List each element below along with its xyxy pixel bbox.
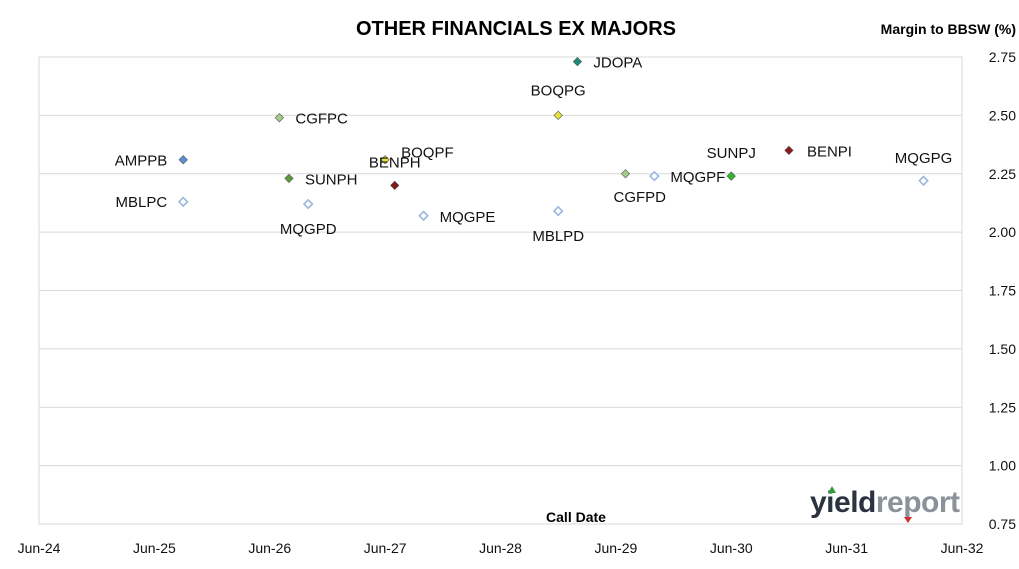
data-point-label: MBLPD bbox=[532, 228, 584, 245]
gridlines bbox=[39, 56, 962, 525]
data-point-boqpg bbox=[553, 110, 563, 120]
data-point-benpi bbox=[784, 145, 794, 156]
x-tick-label: Jun-28 bbox=[479, 540, 522, 556]
y-tick-label: 2.50 bbox=[989, 107, 1016, 123]
data-point-boqpf bbox=[380, 155, 390, 165]
data-point-mblpd bbox=[552, 205, 564, 217]
svg-text:yieldreport: yieldreport bbox=[810, 486, 960, 519]
data-point-amppb bbox=[178, 155, 188, 165]
data-point-mqgpf bbox=[649, 170, 660, 182]
data-point-label: SUNPJ bbox=[707, 145, 756, 162]
data-point-label: JDOPA bbox=[593, 55, 642, 72]
logo-down-arrow-icon bbox=[904, 517, 912, 523]
x-tick-label: Jun-29 bbox=[594, 540, 637, 556]
data-point-cgfpd bbox=[620, 169, 631, 179]
x-tick-label: Jun-27 bbox=[364, 540, 407, 556]
x-tick-label: Jun-26 bbox=[248, 540, 291, 556]
logo-text-report: report bbox=[876, 486, 960, 519]
data-point-label: MQGPD bbox=[280, 221, 337, 238]
x-tick-label: Jun-31 bbox=[825, 540, 868, 556]
logo-text-yield: yield bbox=[810, 486, 876, 519]
y-tick-label: 2.25 bbox=[989, 166, 1016, 182]
y-tick-label: 1.50 bbox=[989, 341, 1016, 357]
x-tick-labels: Jun-24 Jun-25 Jun-26 Jun-27 Jun-28 Jun-29 Jun-… bbox=[18, 540, 984, 556]
data-point-label: MQGPG bbox=[895, 150, 953, 167]
logo-up-arrow-icon bbox=[828, 486, 836, 493]
y-tick-label: 1.75 bbox=[989, 283, 1016, 299]
y-axis-label: Margin to BBSW (%) bbox=[881, 21, 1016, 37]
yieldreport-logo: yieldreport bbox=[810, 486, 961, 523]
data-point-label: CGFPD bbox=[613, 189, 666, 206]
y-tick-label: 1.00 bbox=[989, 458, 1016, 474]
data-point-label: SUNPH bbox=[305, 171, 358, 188]
data-point-label: MBLPC bbox=[116, 194, 168, 211]
data-point-label: BENPI bbox=[807, 143, 852, 160]
data-point-label: AMPPB bbox=[115, 153, 168, 170]
data-point-jdopa bbox=[572, 57, 583, 67]
data-point-benph bbox=[390, 180, 400, 191]
data-point-cgfpc bbox=[274, 113, 284, 123]
chart-title: OTHER FINANCIALS EX MAJORS bbox=[356, 18, 676, 40]
data-point-label: BENPH bbox=[369, 154, 421, 171]
data-point-label: MQGPF bbox=[670, 169, 725, 186]
y-tick-label: 2.75 bbox=[989, 49, 1016, 65]
data-point-mqgpe bbox=[418, 210, 429, 222]
data-point-mqgpg bbox=[918, 175, 929, 187]
data-point-label: MQGPE bbox=[440, 209, 496, 226]
data-point-mqgpd bbox=[302, 198, 314, 210]
x-tick-label: Jun-25 bbox=[133, 540, 176, 556]
data-point-label: BOQPF bbox=[401, 145, 454, 162]
x-tick-label: Jun-32 bbox=[941, 540, 984, 556]
x-tick-label: Jun-30 bbox=[710, 540, 753, 556]
data-point-label: BOQPG bbox=[531, 82, 586, 99]
data-point-sunph bbox=[284, 173, 294, 184]
y-tick-labels: 0.75 1.00 1.25 1.50 1.75 2.00 2.25 2.50 2.75 bbox=[989, 49, 1016, 532]
data-point-mblpc bbox=[177, 196, 189, 208]
x-tick-label: Jun-24 bbox=[18, 540, 61, 556]
y-tick-label: 1.25 bbox=[989, 399, 1016, 415]
y-tick-label: 0.75 bbox=[989, 516, 1016, 532]
data-point-label: CGFPC bbox=[295, 111, 348, 128]
x-axis-label: Call Date bbox=[546, 509, 606, 525]
data-point-sunpj bbox=[726, 171, 736, 181]
y-tick-label: 2.00 bbox=[989, 224, 1016, 240]
